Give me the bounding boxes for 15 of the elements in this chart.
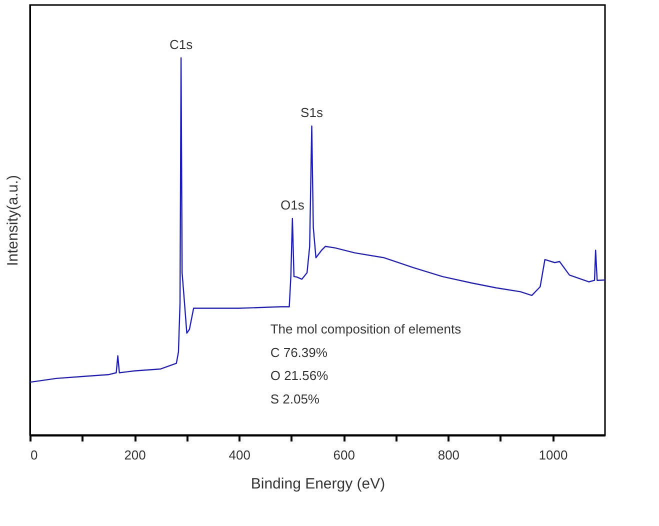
x-tick-label: 1000: [538, 448, 568, 462]
annotation: C1s: [170, 36, 194, 52]
annotation: S1s: [300, 105, 324, 120]
x-tick-label: 600: [333, 448, 355, 462]
annotation: S 2.05%: [270, 391, 320, 406]
annotation: C 76.39%: [270, 344, 328, 360]
y-axis-title: Intensity(a.u.): [4, 175, 22, 266]
x-axis-title: Binding Energy (eV): [250, 476, 386, 492]
annotation: The mol composition of elements: [270, 322, 462, 337]
x-tick-label: 800: [438, 448, 460, 462]
x-tick-label: 0: [30, 448, 38, 462]
x-tick-label: 400: [228, 448, 250, 462]
annotation: O 21.56%: [270, 368, 329, 384]
annotation: O1s: [280, 197, 305, 212]
x-tick-label: 200: [124, 448, 146, 462]
